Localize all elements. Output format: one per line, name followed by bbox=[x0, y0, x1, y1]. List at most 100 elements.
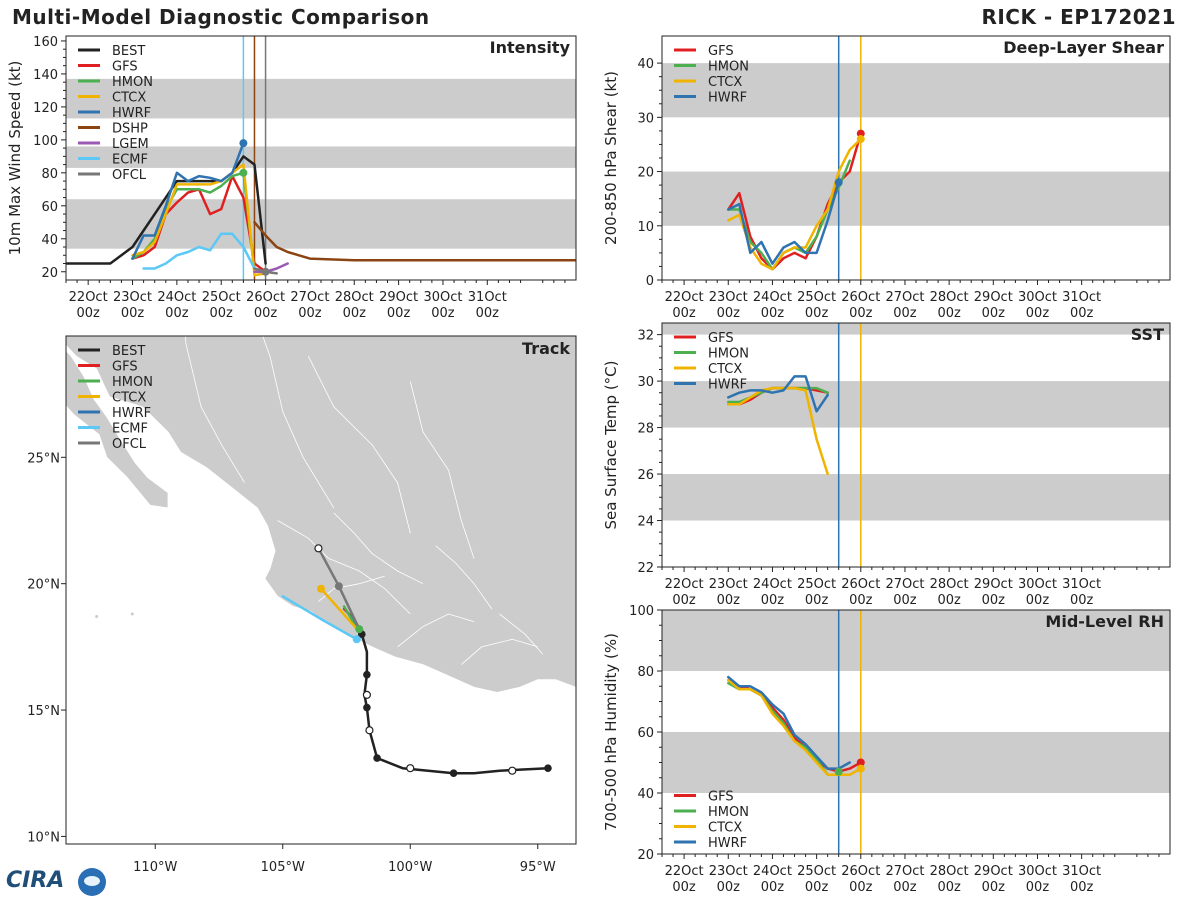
shear-xtick-hour: 00z bbox=[893, 306, 917, 321]
intensity-ylabel: 10m Max Wind Speed (kt) bbox=[6, 61, 24, 256]
sst-ytick-label: 26 bbox=[637, 468, 654, 483]
sst-ytick-label: 28 bbox=[637, 422, 654, 437]
shear-point-2 bbox=[834, 178, 843, 187]
track-xtick-label: 105°W bbox=[261, 860, 305, 875]
track-ytick-label: 20°N bbox=[27, 578, 60, 593]
rh-title: Mid-Level RH bbox=[1045, 612, 1164, 631]
intensity-series-lgem bbox=[253, 262, 289, 274]
sst-xtick-day: 27Oct bbox=[885, 577, 924, 592]
hurricane-swirl-icon bbox=[84, 876, 100, 886]
rh-xtick-day: 27Oct bbox=[885, 864, 924, 879]
intensity-ytick-label: 160 bbox=[33, 35, 58, 50]
rh-ytick-label: 40 bbox=[637, 787, 654, 802]
intensity-xtick-hour: 00z bbox=[76, 306, 100, 321]
sst-xtick-day: 29Oct bbox=[974, 577, 1013, 592]
sst-plot-area bbox=[662, 323, 1170, 567]
intensity-series-ecmf bbox=[142, 232, 256, 270]
intensity-series-hmon bbox=[131, 171, 256, 274]
island-0 bbox=[130, 612, 134, 616]
intensity-legend-label: ECMF bbox=[112, 153, 148, 168]
track-title: Track bbox=[522, 339, 570, 358]
track-legend-label: ECMF bbox=[112, 422, 148, 437]
intensity-ytick-label: 40 bbox=[41, 233, 58, 248]
shear-xtick-hour: 00z bbox=[982, 306, 1006, 321]
intensity-chart: 2040608010012014016022Oct00z23Oct00z24Oc… bbox=[6, 35, 577, 321]
intensity-legend-label: HWRF bbox=[112, 106, 151, 121]
sst-series-hwrf bbox=[727, 375, 829, 413]
rh-band-1 bbox=[662, 610, 1170, 671]
shear-legend-label: HWRF bbox=[708, 91, 747, 106]
shear-ytick-label: 40 bbox=[637, 57, 654, 72]
track-ytick-label: 25°N bbox=[27, 451, 60, 466]
sst-xtick-day: 28Oct bbox=[930, 577, 969, 592]
track-legend-label: BEST bbox=[112, 344, 145, 359]
shear-ytick-label: 30 bbox=[637, 111, 654, 126]
rh-legend-label: HMON bbox=[708, 805, 749, 820]
shear-xtick-hour: 00z bbox=[761, 306, 785, 321]
intensity-band-2 bbox=[66, 78, 576, 119]
state-border-7 bbox=[397, 613, 475, 648]
sst-chart: 22242628303222Oct00z23Oct00z24Oct00z25Oc… bbox=[602, 322, 1171, 608]
track-legend-label: HWRF bbox=[112, 406, 151, 421]
track-xtick-label: 100°W bbox=[388, 860, 432, 875]
sst-xtick-hour: 00z bbox=[937, 593, 961, 608]
shear-plot-area bbox=[662, 36, 1170, 280]
rh-xtick-day: 30Oct bbox=[1018, 864, 1057, 879]
track-marker-3 bbox=[355, 625, 364, 634]
shear-xtick-day: 25Oct bbox=[797, 290, 836, 305]
track-plot-area bbox=[66, 336, 576, 844]
sst-ytick-label: 30 bbox=[637, 375, 654, 390]
sst-xtick-day: 23Oct bbox=[709, 577, 748, 592]
intensity-xtick-day: 31Oct bbox=[468, 290, 507, 305]
intensity-xtick-day: 26Oct bbox=[246, 290, 285, 305]
shear-xtick-hour: 00z bbox=[805, 306, 829, 321]
intensity-point-0 bbox=[239, 139, 248, 148]
intensity-xtick-hour: 00z bbox=[343, 306, 367, 321]
intensity-xtick-hour: 00z bbox=[210, 306, 234, 321]
state-border-10 bbox=[499, 613, 544, 655]
shear-legend-label: GFS bbox=[708, 44, 734, 59]
shear-xtick-hour: 00z bbox=[672, 306, 696, 321]
rh-series-hwrf bbox=[727, 675, 851, 770]
shear-ylabel: 200-850 hPa Shear (kt) bbox=[602, 71, 620, 245]
track-line-ecmf bbox=[281, 595, 358, 641]
track-line-best bbox=[358, 627, 550, 775]
best-track-point bbox=[373, 754, 381, 762]
sst-xtick-hour: 00z bbox=[672, 593, 696, 608]
shear-point-1 bbox=[856, 135, 865, 144]
intensity-xtick-hour: 00z bbox=[298, 306, 322, 321]
rh-xtick-hour: 00z bbox=[717, 880, 741, 895]
track-frame bbox=[65, 335, 577, 845]
rh-xtick-day: 26Oct bbox=[841, 864, 880, 879]
shear-xtick-day: 28Oct bbox=[930, 290, 969, 305]
shear-title: Deep-Layer Shear bbox=[1003, 38, 1164, 57]
intensity-xtick-hour: 00z bbox=[121, 306, 145, 321]
intensity-xtick-hour: 00z bbox=[476, 306, 500, 321]
sst-ylabel: Sea Surface Temp (°C) bbox=[602, 360, 620, 529]
rh-legend-label: CTCX bbox=[708, 821, 742, 836]
rh-xtick-day: 31Oct bbox=[1062, 864, 1101, 879]
intensity-ytick-label: 60 bbox=[41, 200, 58, 215]
intensity-xtick-hour: 00z bbox=[254, 306, 278, 321]
shear-ytick-label: 0 bbox=[646, 274, 654, 289]
sst-xtick-hour: 00z bbox=[893, 593, 917, 608]
state-border-4 bbox=[277, 520, 411, 615]
rh-legend-label: GFS bbox=[708, 790, 734, 805]
rh-xtick-hour: 00z bbox=[982, 880, 1006, 895]
page-title: Multi-Model Diagnostic Comparison bbox=[12, 5, 430, 29]
rh-xtick-hour: 00z bbox=[1026, 880, 1050, 895]
intensity-xtick-day: 22Oct bbox=[69, 290, 108, 305]
rh-xtick-hour: 00z bbox=[805, 880, 829, 895]
sst-xtick-hour: 00z bbox=[805, 593, 829, 608]
rh-xtick-hour: 00z bbox=[849, 880, 873, 895]
sst-series-ctcx bbox=[727, 386, 829, 476]
rh-point-0 bbox=[856, 758, 865, 767]
intensity-legend-label: GFS bbox=[112, 60, 138, 75]
intensity-xtick-day: 30Oct bbox=[423, 290, 462, 305]
state-border-8 bbox=[461, 638, 538, 665]
shear-legend-label: CTCX bbox=[708, 75, 742, 90]
shear-xtick-day: 24Oct bbox=[753, 290, 792, 305]
rh-plot-area bbox=[662, 610, 1170, 854]
track-marker-2 bbox=[314, 544, 323, 553]
rh-ytick-label: 60 bbox=[637, 726, 654, 741]
